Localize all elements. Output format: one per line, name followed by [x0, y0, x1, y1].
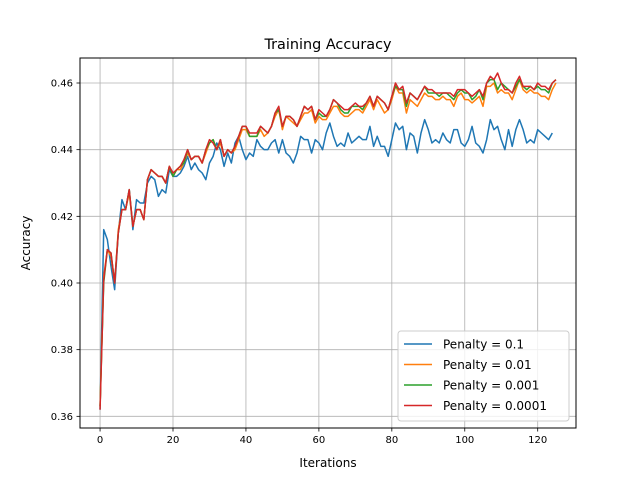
- y-tick-label: 0.42: [51, 212, 73, 223]
- x-tick-label: 20: [167, 435, 180, 446]
- legend-label-2: Penalty = 0.01: [443, 358, 532, 372]
- plot-frame: [79, 57, 577, 429]
- y-tick-label: 0.44: [51, 145, 73, 156]
- legend-label-1: Penalty = 0.1: [443, 337, 524, 351]
- x-tick-label: 40: [240, 435, 253, 446]
- legend-label-3: Penalty = 0.001: [443, 378, 539, 392]
- legend-box: [397, 330, 570, 422]
- y-tick-label: 0.40: [51, 279, 73, 290]
- x-tick-label: 80: [385, 435, 398, 446]
- y-tick-label: 0.36: [51, 412, 73, 423]
- series-line-4: [99, 72, 557, 410]
- x-tick-label: 120: [528, 435, 547, 446]
- series-line-1: [99, 118, 553, 410]
- axis-ticks: 0 20 40 60 80 100 120 0.36 0.38 0.40 0.42 0.44 0.46: [51, 79, 548, 447]
- series-lines: [99, 72, 557, 410]
- y-axis-label: Accuracy: [19, 216, 33, 271]
- x-axis-label: Iterations: [299, 456, 356, 470]
- legend-label-4: Penalty = 0.0001: [443, 399, 547, 413]
- legend: Penalty = 0.1 Penalty = 0.01 Penalty = 0.0…: [397, 330, 570, 422]
- y-tick-label: 0.38: [51, 345, 73, 356]
- x-tick-label: 100: [455, 435, 474, 446]
- chart-title: Training Accuracy: [263, 37, 392, 53]
- x-tick-label: 60: [313, 435, 326, 446]
- y-tick-label: 0.46: [51, 79, 73, 90]
- x-tick-label: 0: [97, 435, 103, 446]
- grid: [80, 58, 576, 428]
